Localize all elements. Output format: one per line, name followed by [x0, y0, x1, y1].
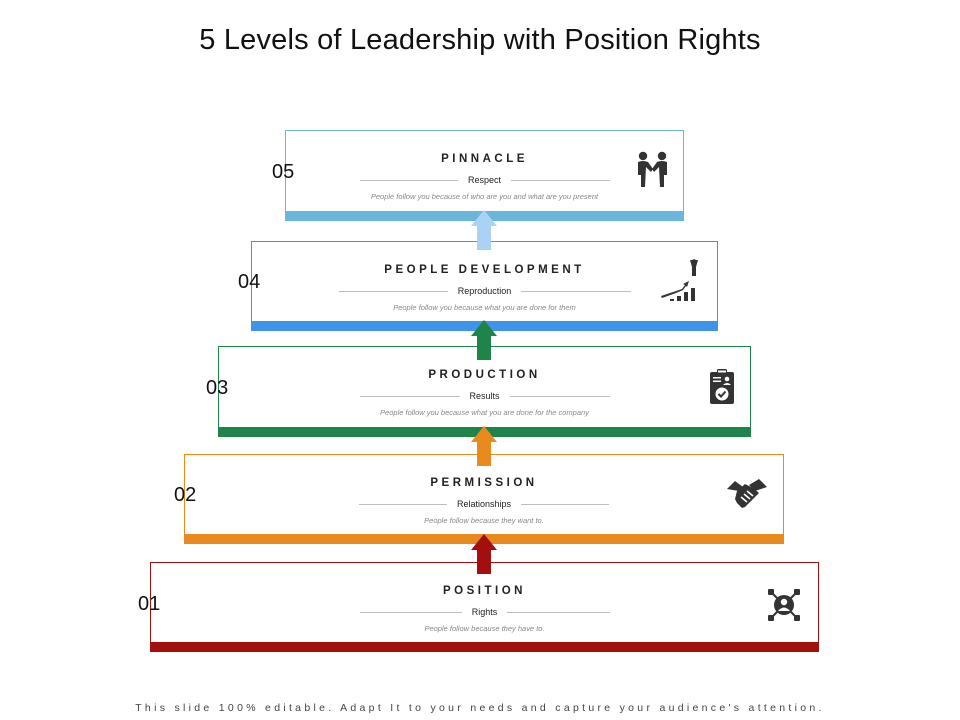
level-2-subtitle-row: Relationships [359, 499, 609, 509]
growth-chart-icon [661, 259, 698, 301]
level-4-description: People follow you because what you are d… [393, 303, 576, 312]
up-arrow-icon [471, 426, 497, 466]
level-1-subtitle: Rights [471, 607, 498, 617]
handshake-icon [727, 479, 767, 508]
footer-note: This slide 100% editable. Adapt It to yo… [135, 702, 825, 714]
divider-line [359, 395, 460, 397]
level-3-subtitle: Results [469, 391, 500, 401]
divider-line [507, 611, 610, 613]
divider-line [521, 290, 631, 292]
level-4-heading: PEOPLE DEVELOPMENT [384, 264, 585, 276]
divider-line [521, 503, 609, 505]
level-3-subtitle-row: Results [359, 391, 610, 401]
level-5-subtitle: Respect [467, 175, 502, 185]
level-3-number: 03 [206, 377, 229, 399]
level-1-heading: POSITION [443, 585, 526, 597]
divider-line [511, 179, 610, 181]
level-2-description: People follow because they want to. [424, 516, 544, 525]
divider-line [359, 503, 447, 505]
level-2-subtitle: Relationships [456, 499, 512, 509]
level-5-number: 05 [272, 161, 295, 183]
handshake-people-icon [638, 151, 667, 187]
level-5-subtitle-row: Respect [359, 175, 610, 185]
level-1-subtitle-row: Rights [359, 607, 610, 617]
level-4-subtitle-row: Reproduction [338, 286, 631, 296]
level-5-description: People follow you because of who are you… [370, 192, 599, 201]
up-arrow-icon [471, 534, 497, 574]
divider-line [509, 395, 610, 397]
level-2-box: PERMISSION Relationships People follow b… [184, 454, 784, 544]
level-2-heading: PERMISSION [430, 477, 538, 489]
level-4-number: 04 [238, 271, 261, 293]
divider-line [359, 611, 462, 613]
level-5-box: PINNACLE Respect People follow you becau… [285, 130, 684, 221]
target-person-icon [768, 589, 800, 621]
divider-line [359, 179, 458, 181]
level-1-box: POSITION Rights People follow because th… [150, 562, 819, 652]
level-1-description: People follow because they have to. [424, 624, 545, 633]
up-arrow-icon [471, 320, 497, 360]
up-arrow-icon [471, 210, 497, 250]
level-3-description: People follow you because what you are d… [380, 408, 589, 417]
divider-line [338, 290, 448, 292]
clipboard-check-icon [710, 369, 734, 404]
level-1-number: 01 [138, 593, 161, 615]
level-4-box: PEOPLE DEVELOPMENT Reproduction People f… [251, 241, 718, 331]
level-2-number: 02 [174, 484, 197, 506]
level-3-heading: PRODUCTION [428, 369, 541, 381]
page-title: 5 Levels of Leadership with Position Rig… [199, 24, 761, 56]
level-5-heading: PINNACLE [441, 153, 528, 165]
level-4-subtitle: Reproduction [457, 286, 512, 296]
